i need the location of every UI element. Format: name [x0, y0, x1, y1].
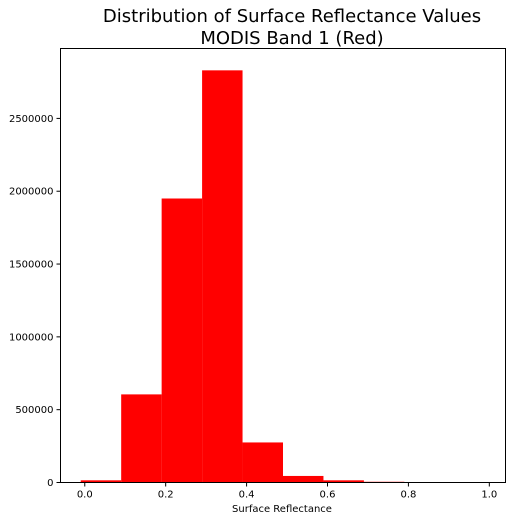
y-tick-label: 500000: [15, 405, 53, 416]
x-tick-label: 0.4: [239, 490, 255, 501]
plot-frame: [60, 48, 506, 483]
histogram-bar: [323, 480, 364, 483]
y-tick-label: 1500000: [9, 260, 54, 271]
x-tick-label: 0.2: [158, 490, 174, 501]
y-tick-label: 2500000: [9, 114, 54, 125]
x-tick-label: 1.0: [481, 490, 497, 501]
histogram-bar: [242, 442, 283, 483]
histogram-bar: [80, 480, 122, 483]
bars-group: [80, 70, 486, 483]
y-tick-label: 1000000: [9, 332, 54, 343]
chart-title: Distribution of Surface Reflectance Valu…: [103, 6, 481, 27]
histogram-bar: [202, 70, 243, 483]
chart-subtitle: MODIS Band 1 (Red): [200, 28, 383, 49]
x-tick-label: 0.8: [400, 490, 416, 501]
y-tick-label: 0: [47, 478, 53, 489]
y-tick-label: 2000000: [9, 187, 54, 198]
x-axis-ticks: 0.0 0.2 0.4 0.6 0.8 1.0: [77, 482, 497, 501]
x-tick-label: 0.0: [77, 490, 93, 501]
histogram-bar: [161, 198, 203, 483]
x-tick-label: 0.6: [320, 490, 336, 501]
histogram-bar: [121, 394, 162, 483]
x-axis-label: Surface Reflectance: [232, 504, 332, 515]
histogram-bar: [283, 475, 324, 483]
y-axis-ticks: 0 500000 1000000 1500000 2000000 2500000: [9, 114, 61, 489]
